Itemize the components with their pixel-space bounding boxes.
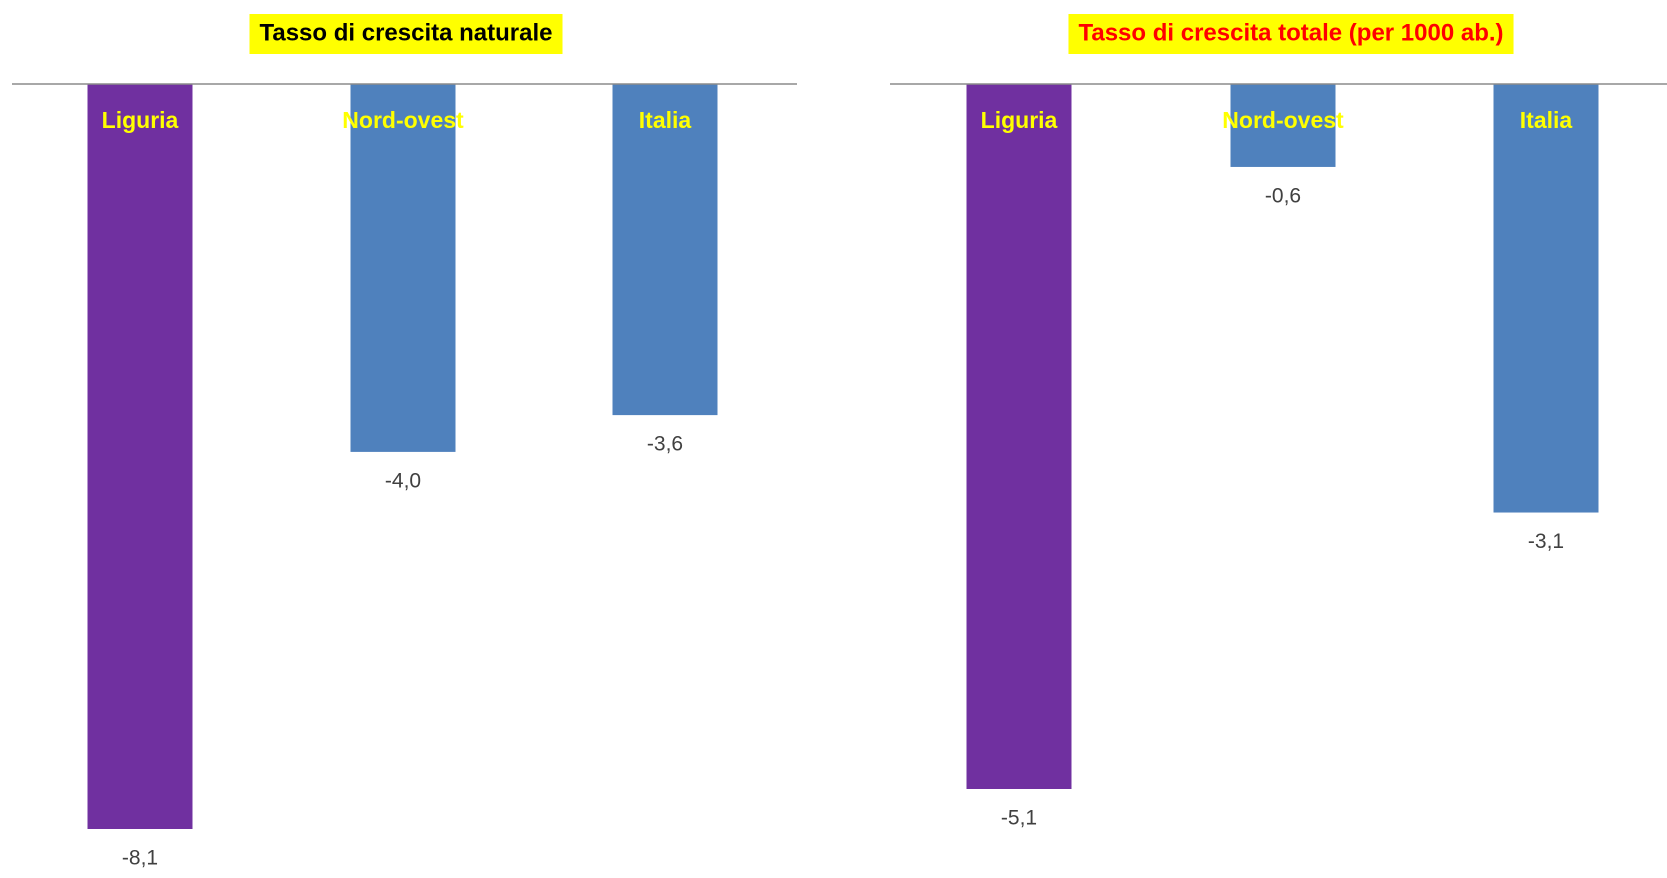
category-label: Liguria <box>981 107 1058 133</box>
category-label: Italia <box>1520 107 1573 133</box>
category-label: Italia <box>639 107 692 133</box>
data-label: -3,6 <box>647 433 683 456</box>
data-label: -5,1 <box>1001 807 1037 830</box>
category-label: Nord-ovest <box>342 107 464 133</box>
data-label: -0,6 <box>1265 184 1301 207</box>
bar-liguria <box>87 84 193 829</box>
data-label: -4,0 <box>385 469 421 492</box>
data-label: -8,1 <box>122 847 158 870</box>
bar-italia <box>612 84 718 416</box>
chart-title-background <box>249 14 563 54</box>
chart-title: Tasso di crescita naturale <box>259 19 552 46</box>
chart-title: Tasso di crescita totale (per 1000 ab.) <box>1078 19 1503 46</box>
chart-panel-2: Tasso di crescita totale (per 1000 ab.) -… <box>890 14 1667 830</box>
chart-title-background <box>1068 14 1514 54</box>
bar-nord-ovest <box>350 84 456 452</box>
chart-panel-1: Tasso di crescita naturale -8,1 -4,0 -3,6 Li… <box>12 14 797 870</box>
bar-nord-ovest <box>1230 84 1336 167</box>
chart-title-group: Tasso di crescita totale (per 1000 ab.) <box>1068 14 1514 54</box>
data-label: -3,1 <box>1528 530 1564 553</box>
bar-liguria <box>966 84 1072 789</box>
chart-title-group: Tasso di crescita naturale <box>249 14 563 54</box>
category-label: Liguria <box>102 107 179 133</box>
bar-italia <box>1493 84 1599 513</box>
category-label: Nord-ovest <box>1222 107 1344 133</box>
